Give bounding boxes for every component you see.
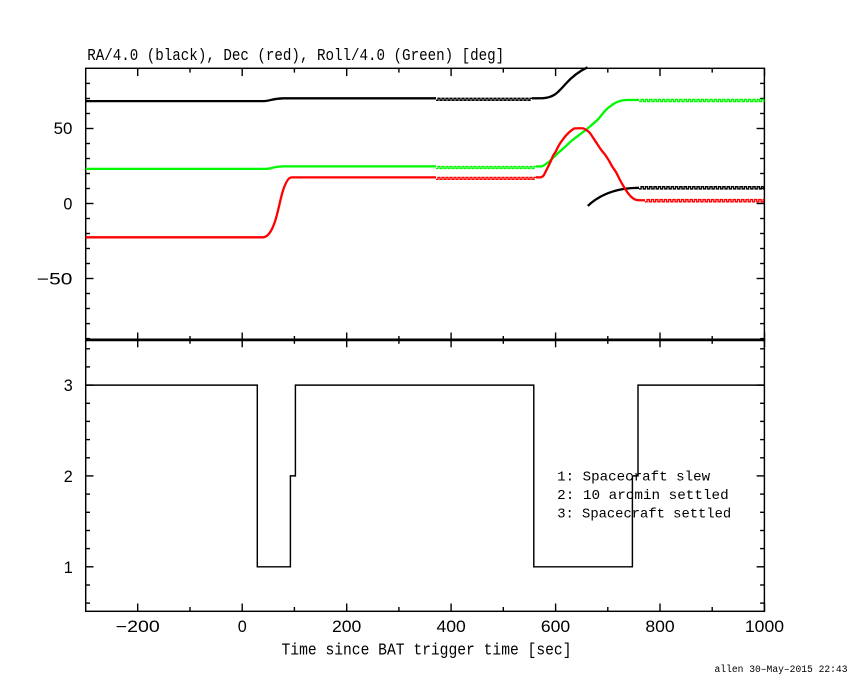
svg-text:RA/4.0 (black), Dec (red), Rol: RA/4.0 (black), Dec (red), Roll/4.0 (Gre… (87, 47, 504, 65)
svg-text:3: Spacecraft settled: 3: Spacecraft settled (557, 506, 731, 522)
svg-text:1: 1 (64, 559, 73, 577)
svg-text:Time since BAT trigger time [s: Time since BAT trigger time [sec] (282, 642, 572, 661)
svg-text:600: 600 (541, 618, 570, 636)
svg-text:2: 2 (64, 468, 73, 486)
svg-text:3: 3 (64, 377, 73, 395)
svg-text:−50: −50 (37, 271, 73, 289)
svg-text:allen 30–May–2015 22:43: allen 30–May–2015 22:43 (715, 664, 848, 675)
svg-text:1: Spacecraft slew: 1: Spacecraft slew (557, 470, 711, 486)
svg-text:800: 800 (645, 618, 674, 636)
svg-text:0: 0 (238, 618, 247, 636)
svg-text:2: 10 arcmin settled: 2: 10 arcmin settled (557, 488, 729, 504)
svg-text:50: 50 (54, 120, 73, 138)
svg-text:1000: 1000 (745, 618, 784, 636)
svg-text:200: 200 (332, 618, 361, 636)
svg-text:0: 0 (63, 196, 72, 214)
svg-text:400: 400 (436, 618, 465, 636)
svg-text:−200: −200 (116, 618, 160, 636)
